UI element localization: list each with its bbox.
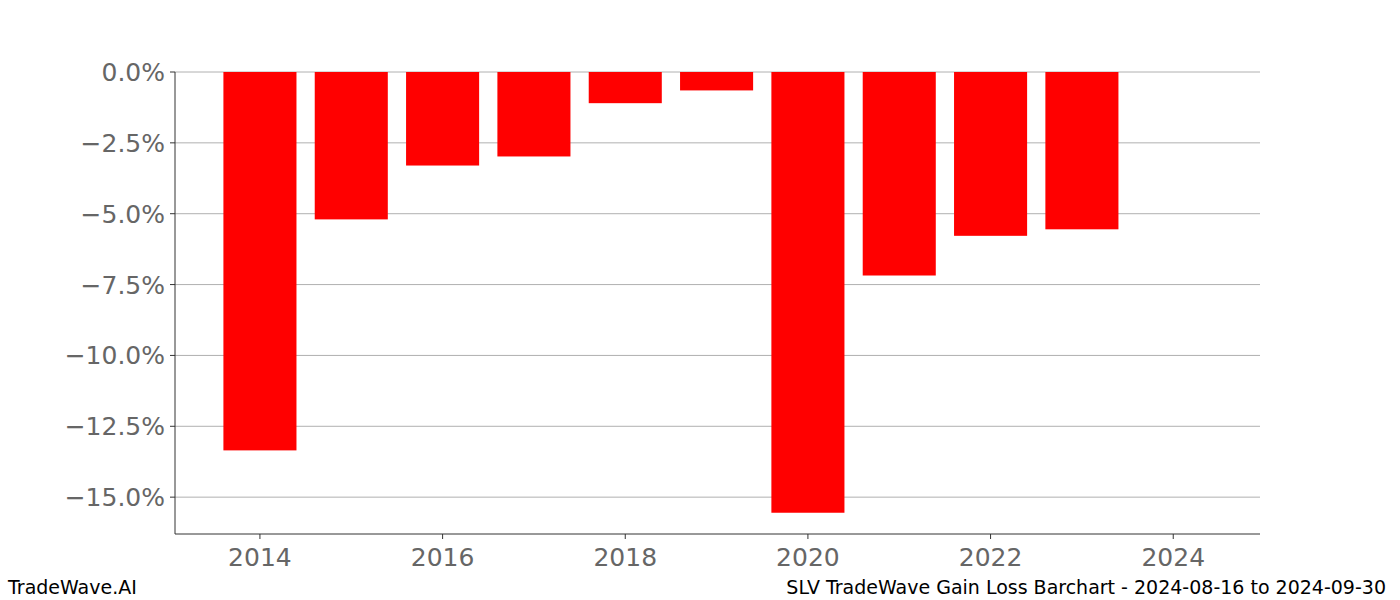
x-tick	[625, 534, 626, 539]
y-tick	[170, 142, 175, 143]
bar	[223, 72, 296, 450]
bar	[589, 72, 662, 103]
bar	[863, 72, 936, 276]
bar	[680, 72, 753, 90]
y-tick	[170, 284, 175, 285]
grid-line	[175, 426, 1260, 427]
x-tick-label: 2022	[959, 543, 1023, 572]
x-tick	[1173, 534, 1174, 539]
x-axis-line	[175, 534, 1260, 535]
x-tick-label: 2014	[228, 543, 292, 572]
bar	[954, 72, 1027, 236]
y-tick	[170, 355, 175, 356]
chart-container: 0.0% −2.5% −5.0% −7.5% −10.0% −12.5% −15.0% 201…	[0, 0, 1400, 600]
grid-line	[175, 497, 1260, 498]
x-tick	[259, 534, 260, 539]
grid-line	[175, 355, 1260, 356]
y-tick-label: −5.0%	[81, 200, 165, 229]
y-tick-label: −10.0%	[65, 341, 165, 370]
chart-svg: 0.0% −2.5% −5.0% −7.5% −10.0% −12.5% −15.0% 201…	[0, 0, 1400, 600]
x-tick	[442, 534, 443, 539]
y-tick	[170, 426, 175, 427]
bar	[406, 72, 479, 166]
y-tick	[170, 72, 175, 73]
x-tick	[990, 534, 991, 539]
y-axis-line	[175, 72, 176, 534]
y-tick-label: 0.0%	[101, 58, 165, 87]
bar	[315, 72, 388, 219]
title: SLV TradeWave Gain Loss Barchart - 2024-…	[786, 576, 1386, 598]
x-tick-label: 2024	[1141, 543, 1205, 572]
grid-line	[175, 284, 1260, 285]
bar	[771, 72, 844, 513]
x-tick-label: 2020	[776, 543, 840, 572]
y-tick-label: −15.0%	[65, 483, 165, 512]
bar	[1045, 72, 1118, 229]
y-tick-label: −12.5%	[65, 412, 165, 441]
x-tick	[807, 534, 808, 539]
y-tick	[170, 497, 175, 498]
watermark: TradeWave.AI	[7, 576, 137, 598]
bar	[497, 72, 570, 156]
x-tick-label: 2018	[593, 543, 657, 572]
x-tick-label: 2016	[411, 543, 475, 572]
y-tick	[170, 213, 175, 214]
y-tick-label: −2.5%	[81, 129, 165, 158]
bars	[223, 72, 1118, 513]
y-tick-label: −7.5%	[81, 271, 165, 300]
